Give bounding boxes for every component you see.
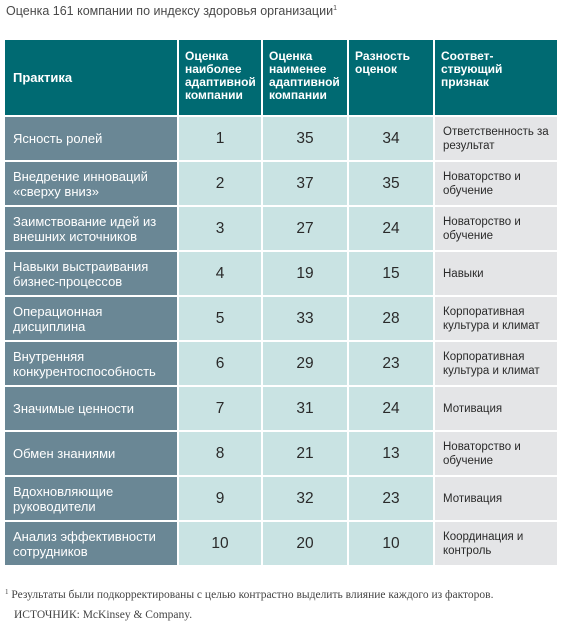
practice-cell: Анализ эффективности сотрудников	[5, 522, 179, 565]
difference-cell: 28	[349, 297, 435, 340]
attribute-cell: Навыки	[435, 252, 557, 295]
header-worst-score: Оценка наименее адаптивной компании	[263, 40, 349, 115]
header-practice: Практика	[5, 40, 179, 115]
best-score-cell: 1	[179, 117, 263, 160]
difference-cell: 24	[349, 207, 435, 250]
best-score-cell: 8	[179, 432, 263, 475]
attribute-cell: Мотивация	[435, 387, 557, 430]
worst-score-cell: 19	[263, 252, 349, 295]
difference-cell: 10	[349, 522, 435, 565]
practice-cell: Внедрение инноваций «сверху вниз»	[5, 162, 179, 205]
attribute-cell: Новаторство и обучение	[435, 207, 557, 250]
attribute-cell: Мотивация	[435, 477, 557, 520]
practice-cell: Операционная дисциплина	[5, 297, 179, 340]
header-score-difference: Разность оценок	[349, 40, 435, 115]
best-score-cell: 3	[179, 207, 263, 250]
best-score-cell: 10	[179, 522, 263, 565]
ranking-table: Практика Оценка наиболее адаптивной комп…	[5, 40, 557, 565]
worst-score-cell: 29	[263, 342, 349, 385]
best-score-cell: 9	[179, 477, 263, 520]
attribute-cell: Корпоративная культура и климат	[435, 297, 557, 340]
attribute-cell: Координация и контроль	[435, 522, 557, 565]
best-score-cell: 4	[179, 252, 263, 295]
worst-score-cell: 27	[263, 207, 349, 250]
best-score-cell: 2	[179, 162, 263, 205]
best-score-cell: 5	[179, 297, 263, 340]
title-footnote-marker: 1	[333, 5, 337, 12]
difference-cell: 13	[349, 432, 435, 475]
attribute-cell: Ответственность за результат	[435, 117, 557, 160]
header-best-score: Оценка наиболее адаптивной компании	[179, 40, 263, 115]
worst-score-cell: 35	[263, 117, 349, 160]
attribute-cell: Корпоративная культура и климат	[435, 342, 557, 385]
practice-cell: Заимствование идей из внешних источников	[5, 207, 179, 250]
difference-cell: 23	[349, 342, 435, 385]
page-title: Оценка 161 компании по индексу здоровья …	[6, 4, 337, 18]
footnote: 1 Результаты были подкорректированы с це…	[5, 588, 494, 601]
footnote-marker: 1	[5, 588, 9, 596]
practice-cell: Значимые ценности	[5, 387, 179, 430]
difference-cell: 23	[349, 477, 435, 520]
difference-cell: 24	[349, 387, 435, 430]
difference-cell: 15	[349, 252, 435, 295]
header-attribute: Соответ-ствующий признак	[435, 40, 557, 115]
practice-cell: Внутренняя конкурентоспособность	[5, 342, 179, 385]
practice-cell: Обмен знаниями	[5, 432, 179, 475]
difference-cell: 34	[349, 117, 435, 160]
worst-score-cell: 32	[263, 477, 349, 520]
worst-score-cell: 20	[263, 522, 349, 565]
difference-cell: 35	[349, 162, 435, 205]
worst-score-cell: 33	[263, 297, 349, 340]
worst-score-cell: 37	[263, 162, 349, 205]
practice-cell: Навыки выстраивания бизнес-процессов	[5, 252, 179, 295]
best-score-cell: 6	[179, 342, 263, 385]
worst-score-cell: 31	[263, 387, 349, 430]
attribute-cell: Новаторство и обучение	[435, 162, 557, 205]
practice-cell: Ясность ролей	[5, 117, 179, 160]
best-score-cell: 7	[179, 387, 263, 430]
attribute-cell: Новаторство и обучение	[435, 432, 557, 475]
source-note: ИСТОЧНИК: McKinsey & Company.	[14, 609, 193, 621]
practice-cell: Вдохновляющие руководители	[5, 477, 179, 520]
worst-score-cell: 21	[263, 432, 349, 475]
